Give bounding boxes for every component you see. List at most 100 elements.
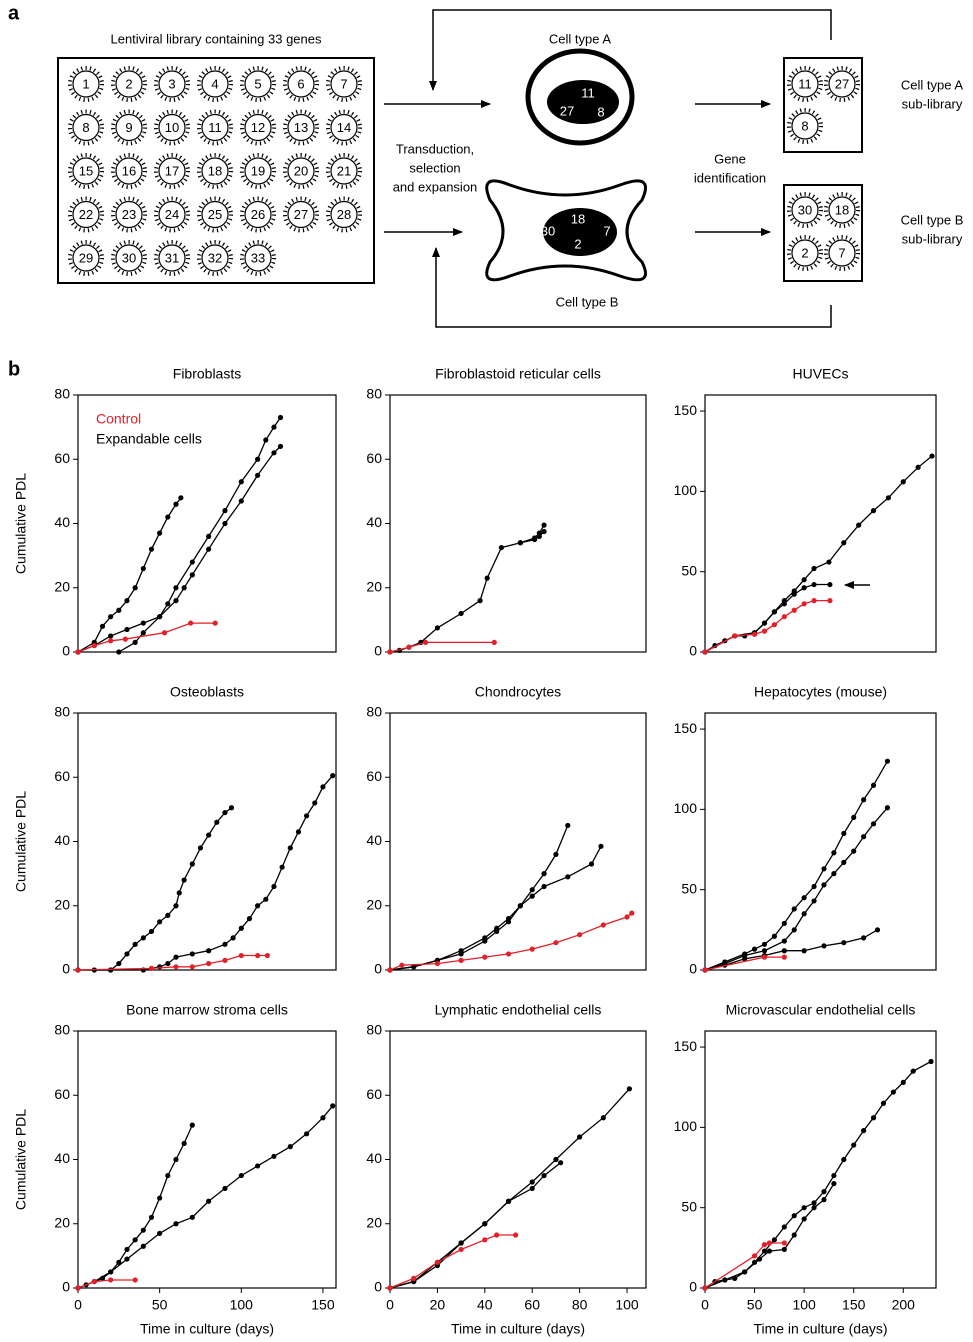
x-tick-label: 50 [152,1297,168,1313]
y-tick-label: 0 [689,1279,697,1295]
panel-a: a Lentiviral library containing 33 genes… [8,2,863,380]
data-point [781,920,787,927]
data-point [756,1256,763,1262]
virus [287,113,315,142]
data-point [165,514,171,520]
y-tick-label: 40 [366,514,382,530]
virus [791,196,819,224]
legend-entry: Control [96,411,141,427]
data-point [482,1237,488,1243]
line-chart: Lymphatic endothelial cells 0 20 40 60 80 0 20 4… [366,1002,647,1337]
virus-spikes [240,66,276,102]
virus [158,157,186,185]
data-point [831,850,837,856]
data-point [75,1285,81,1291]
virus-spikes [824,235,860,271]
chart-title: Bone marrow stroma cells [126,1002,288,1018]
data-point [588,861,595,867]
data-point [801,895,807,901]
x-tick-label: 20 [430,1297,446,1313]
virus [115,70,143,98]
chart-title: Microvascular endothelial cells [726,1002,916,1018]
data-point [553,1156,559,1163]
data-point [541,883,547,890]
data-point [791,591,797,597]
series-line [704,599,830,653]
virus [201,200,229,229]
series-line [77,622,216,653]
gene-number: 2 [801,245,808,260]
data-point [222,809,228,816]
sublibrary-label: sub-library [902,96,963,111]
line-chart: Fibroblasts 0 20 40 60 80 Cumulative PDL Contro… [13,366,337,659]
data-point [482,1221,488,1227]
data-point [861,935,867,941]
data-point [781,614,787,620]
data-point [277,414,284,421]
series-line [389,1234,516,1289]
virus-spikes [154,196,190,233]
data-point [801,601,807,607]
step-label: and expansion [393,179,478,194]
data-point [702,649,708,655]
y-tick-label: 60 [366,450,382,466]
data-point [702,1285,708,1291]
data-point [228,805,235,811]
data-point [108,967,114,973]
gene-number: 26 [251,207,265,222]
data-point [751,1253,758,1259]
data-point [482,938,488,944]
sublibrary-label: Cell type A [901,77,963,92]
data-point [140,1243,146,1249]
gene-number: 11 [798,76,812,91]
gene-number: 25 [208,207,222,222]
data-point [295,829,302,835]
cell-a-name: Cell type A [549,31,611,46]
virus [828,239,856,267]
data-point [771,622,777,628]
data-point [880,1100,887,1106]
data-point [513,1232,519,1238]
virus [244,200,272,229]
data-point [287,1144,293,1150]
data-point [255,472,261,478]
data-point [330,773,336,779]
nucleus-gene: 8 [597,104,604,119]
data-point [484,575,490,581]
nucleus-a [547,80,619,124]
data-point [399,962,405,968]
virus-spikes [326,109,362,146]
virus-spikes [154,109,190,146]
gene-number: 33 [251,250,265,265]
data-point [140,620,146,626]
data-point [279,864,285,870]
data-point [529,946,535,952]
feedback-arrow [429,9,832,91]
series-line [389,641,495,653]
data-point [742,1269,748,1275]
data-point [761,1242,768,1248]
data-point [761,948,768,954]
data-point [553,851,559,857]
x-tick-label: 150 [311,1297,335,1313]
virus-spikes [111,109,147,146]
legend-entry: Expandable cells [96,431,202,447]
data-point [884,805,891,811]
gene-number: 7 [838,245,845,260]
series-line [704,807,888,971]
data-point [387,1285,393,1291]
data-point [929,453,935,459]
data-point [761,1248,768,1254]
data-point [505,951,512,957]
data-point [851,848,857,854]
chart-title: Osteoblasts [170,684,244,700]
data-point [761,954,768,960]
virus [330,157,358,185]
virus-spikes [197,109,233,146]
data-point [600,922,606,928]
data-point [801,577,807,583]
y-tick-label: 60 [54,1086,70,1102]
virus [244,70,272,98]
data-point [827,581,833,588]
data-point [781,948,787,954]
